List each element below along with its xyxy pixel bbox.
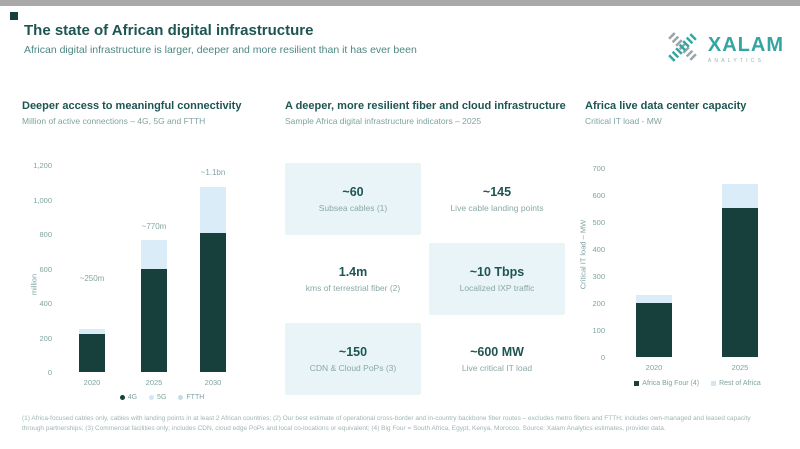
y-tick: 200 <box>39 334 52 343</box>
bar-total-label-2025: ~770m <box>141 222 167 231</box>
x-tick-2025: 2025 <box>145 378 163 387</box>
dc-bar-2025 <box>722 184 758 357</box>
legend-item-4g: 4G <box>119 394 138 401</box>
dc-bar-2020-bigfour-segment <box>636 303 672 357</box>
stat-ixp-traffic: ~10 Tbps Localized IXP traffic <box>429 243 565 315</box>
xalam-logo: XALAM ANALYTICS <box>664 28 784 71</box>
stat-critical-it-load: ~600 MW Live critical IT load <box>429 323 565 395</box>
y-tick: 0 <box>47 368 52 377</box>
stat-cable-landing-points: ~145 Live cable landing points <box>429 163 565 235</box>
stat-value: ~150 <box>338 345 368 359</box>
dc-bar-2020 <box>636 295 672 357</box>
legend-item-ftth: FTTH <box>178 394 204 401</box>
bar-2025-4g-segment <box>141 269 167 372</box>
legend-dot-ftth <box>178 395 184 400</box>
legend-label-4g: 4G <box>127 394 138 401</box>
footnote: (1) Africa-focused cables only, cables w… <box>22 415 751 433</box>
bar-2030 <box>200 187 226 372</box>
connectivity-section-header: Deeper access to meaningful connectivity… <box>22 100 270 126</box>
y-tick: 600 <box>592 191 605 200</box>
stat-label: Live critical IT load <box>461 363 533 373</box>
legend-item-rest-of-africa: Rest of Africa <box>711 380 761 387</box>
connectivity-bar-chart: million 1,200 1,000 800 600 400 200 0 ~2… <box>22 150 262 405</box>
y-tick: 600 <box>39 265 52 274</box>
bar-2030-4g-segment <box>200 233 226 372</box>
y-tick: 700 <box>592 164 605 173</box>
datacenter-title: Africa live data center capacity <box>585 100 747 112</box>
x-tick-2020: 2020 <box>645 363 663 372</box>
dc-bar-2025-bigfour-segment <box>722 208 758 357</box>
bar-2020-4g-segment <box>79 334 105 372</box>
connectivity-legend: 4G 5G FTTH <box>62 394 262 401</box>
legend-label-ftth: FTTH <box>186 394 205 401</box>
datacenter-section-header: Africa live data center capacity Critica… <box>585 100 790 126</box>
logo-tagline: ANALYTICS <box>707 58 765 64</box>
logo-wordmark: XALAM <box>707 34 784 56</box>
stat-value: 1.4m <box>338 265 368 279</box>
datacenter-bar-chart: Critical IT load – MW 700 600 500 400 30… <box>579 150 790 405</box>
datacenter-y-axis-label: Critical IT load – MW <box>578 219 588 290</box>
legend-item-5g: 5G <box>149 394 166 401</box>
bar-2030-5g-ftth-segment <box>200 187 226 233</box>
legend-label-rest-of-africa: Rest of Africa <box>719 380 761 387</box>
legend-label-5g: 5G <box>157 394 167 401</box>
y-tick: 100 <box>592 326 605 335</box>
stat-label: Subsea cables (1) <box>318 203 388 213</box>
bar-2020-5g-ftth-segment <box>79 329 105 334</box>
legend-dot-5g <box>149 395 155 400</box>
legend-dot-4g <box>119 395 125 400</box>
stat-value: ~10 Tbps <box>469 265 525 279</box>
stat-terrestrial-fiber: 1.4m kms of terrestrial fiber (2) <box>285 243 421 315</box>
legend-square-rest-of-africa <box>711 381 717 386</box>
y-tick: 1,200 <box>33 161 52 170</box>
stat-value: ~600 MW <box>470 345 524 359</box>
connectivity-title: Deeper access to meaningful connectivity <box>22 100 242 112</box>
legend-label-big-four: Africa Big Four (4) <box>642 380 700 387</box>
y-tick: 0 <box>600 353 605 362</box>
bar-2025 <box>141 240 167 372</box>
y-tick: 300 <box>592 272 605 281</box>
datacenter-subtitle: Critical IT load - MW <box>585 115 662 126</box>
connectivity-subtitle: Million of active connections – 4G, 5G a… <box>22 115 206 126</box>
stat-label: Live cable landing points <box>450 203 544 213</box>
y-tick: 800 <box>39 230 52 239</box>
bar-2025-5g-ftth-segment <box>141 240 167 269</box>
stat-value: ~60 <box>342 185 364 199</box>
fiber-cloud-section-header: A deeper, more resilient fiber and cloud… <box>285 100 570 126</box>
stat-label: Localized IXP traffic <box>459 283 535 293</box>
dc-bar-2020-rest-segment <box>636 295 672 303</box>
corner-accent-square <box>10 12 18 20</box>
y-tick: 500 <box>592 218 605 227</box>
bar-total-label-2030: ~1.1bn <box>200 168 226 177</box>
logo-x-icon <box>664 28 702 71</box>
fiber-cloud-stat-grid: ~60 Subsea cables (1) ~145 Live cable la… <box>285 163 565 395</box>
y-tick: 400 <box>592 245 605 254</box>
x-tick-2025: 2025 <box>731 363 749 372</box>
legend-square-big-four <box>634 381 640 386</box>
stat-label: kms of terrestrial fiber (2) <box>305 283 401 293</box>
y-tick: 200 <box>592 299 605 308</box>
page-title: The state of African digital infrastruct… <box>24 22 314 39</box>
datacenter-legend: Africa Big Four (4) Rest of Africa <box>605 380 790 387</box>
stat-subsea-cables: ~60 Subsea cables (1) <box>285 163 421 235</box>
stat-label: CDN & Cloud PoPs (3) <box>309 363 397 373</box>
y-tick: 1,000 <box>33 196 52 205</box>
top-border <box>0 0 800 6</box>
legend-item-big-four: Africa Big Four (4) <box>634 380 699 387</box>
page-subtitle: African digital infrastructure is larger… <box>24 44 417 56</box>
x-tick-2020: 2020 <box>83 378 101 387</box>
x-tick-2030: 2030 <box>204 378 222 387</box>
fiber-cloud-title: A deeper, more resilient fiber and cloud… <box>285 100 566 112</box>
stat-cdn-cloud-pops: ~150 CDN & Cloud PoPs (3) <box>285 323 421 395</box>
bar-total-label-2020: ~250m <box>79 274 105 283</box>
bar-2020 <box>79 329 105 372</box>
fiber-cloud-subtitle: Sample Africa digital infrastructure ind… <box>285 115 482 126</box>
stat-value: ~145 <box>482 185 512 199</box>
y-tick: 400 <box>39 299 52 308</box>
dc-bar-2025-rest-segment <box>722 184 758 208</box>
